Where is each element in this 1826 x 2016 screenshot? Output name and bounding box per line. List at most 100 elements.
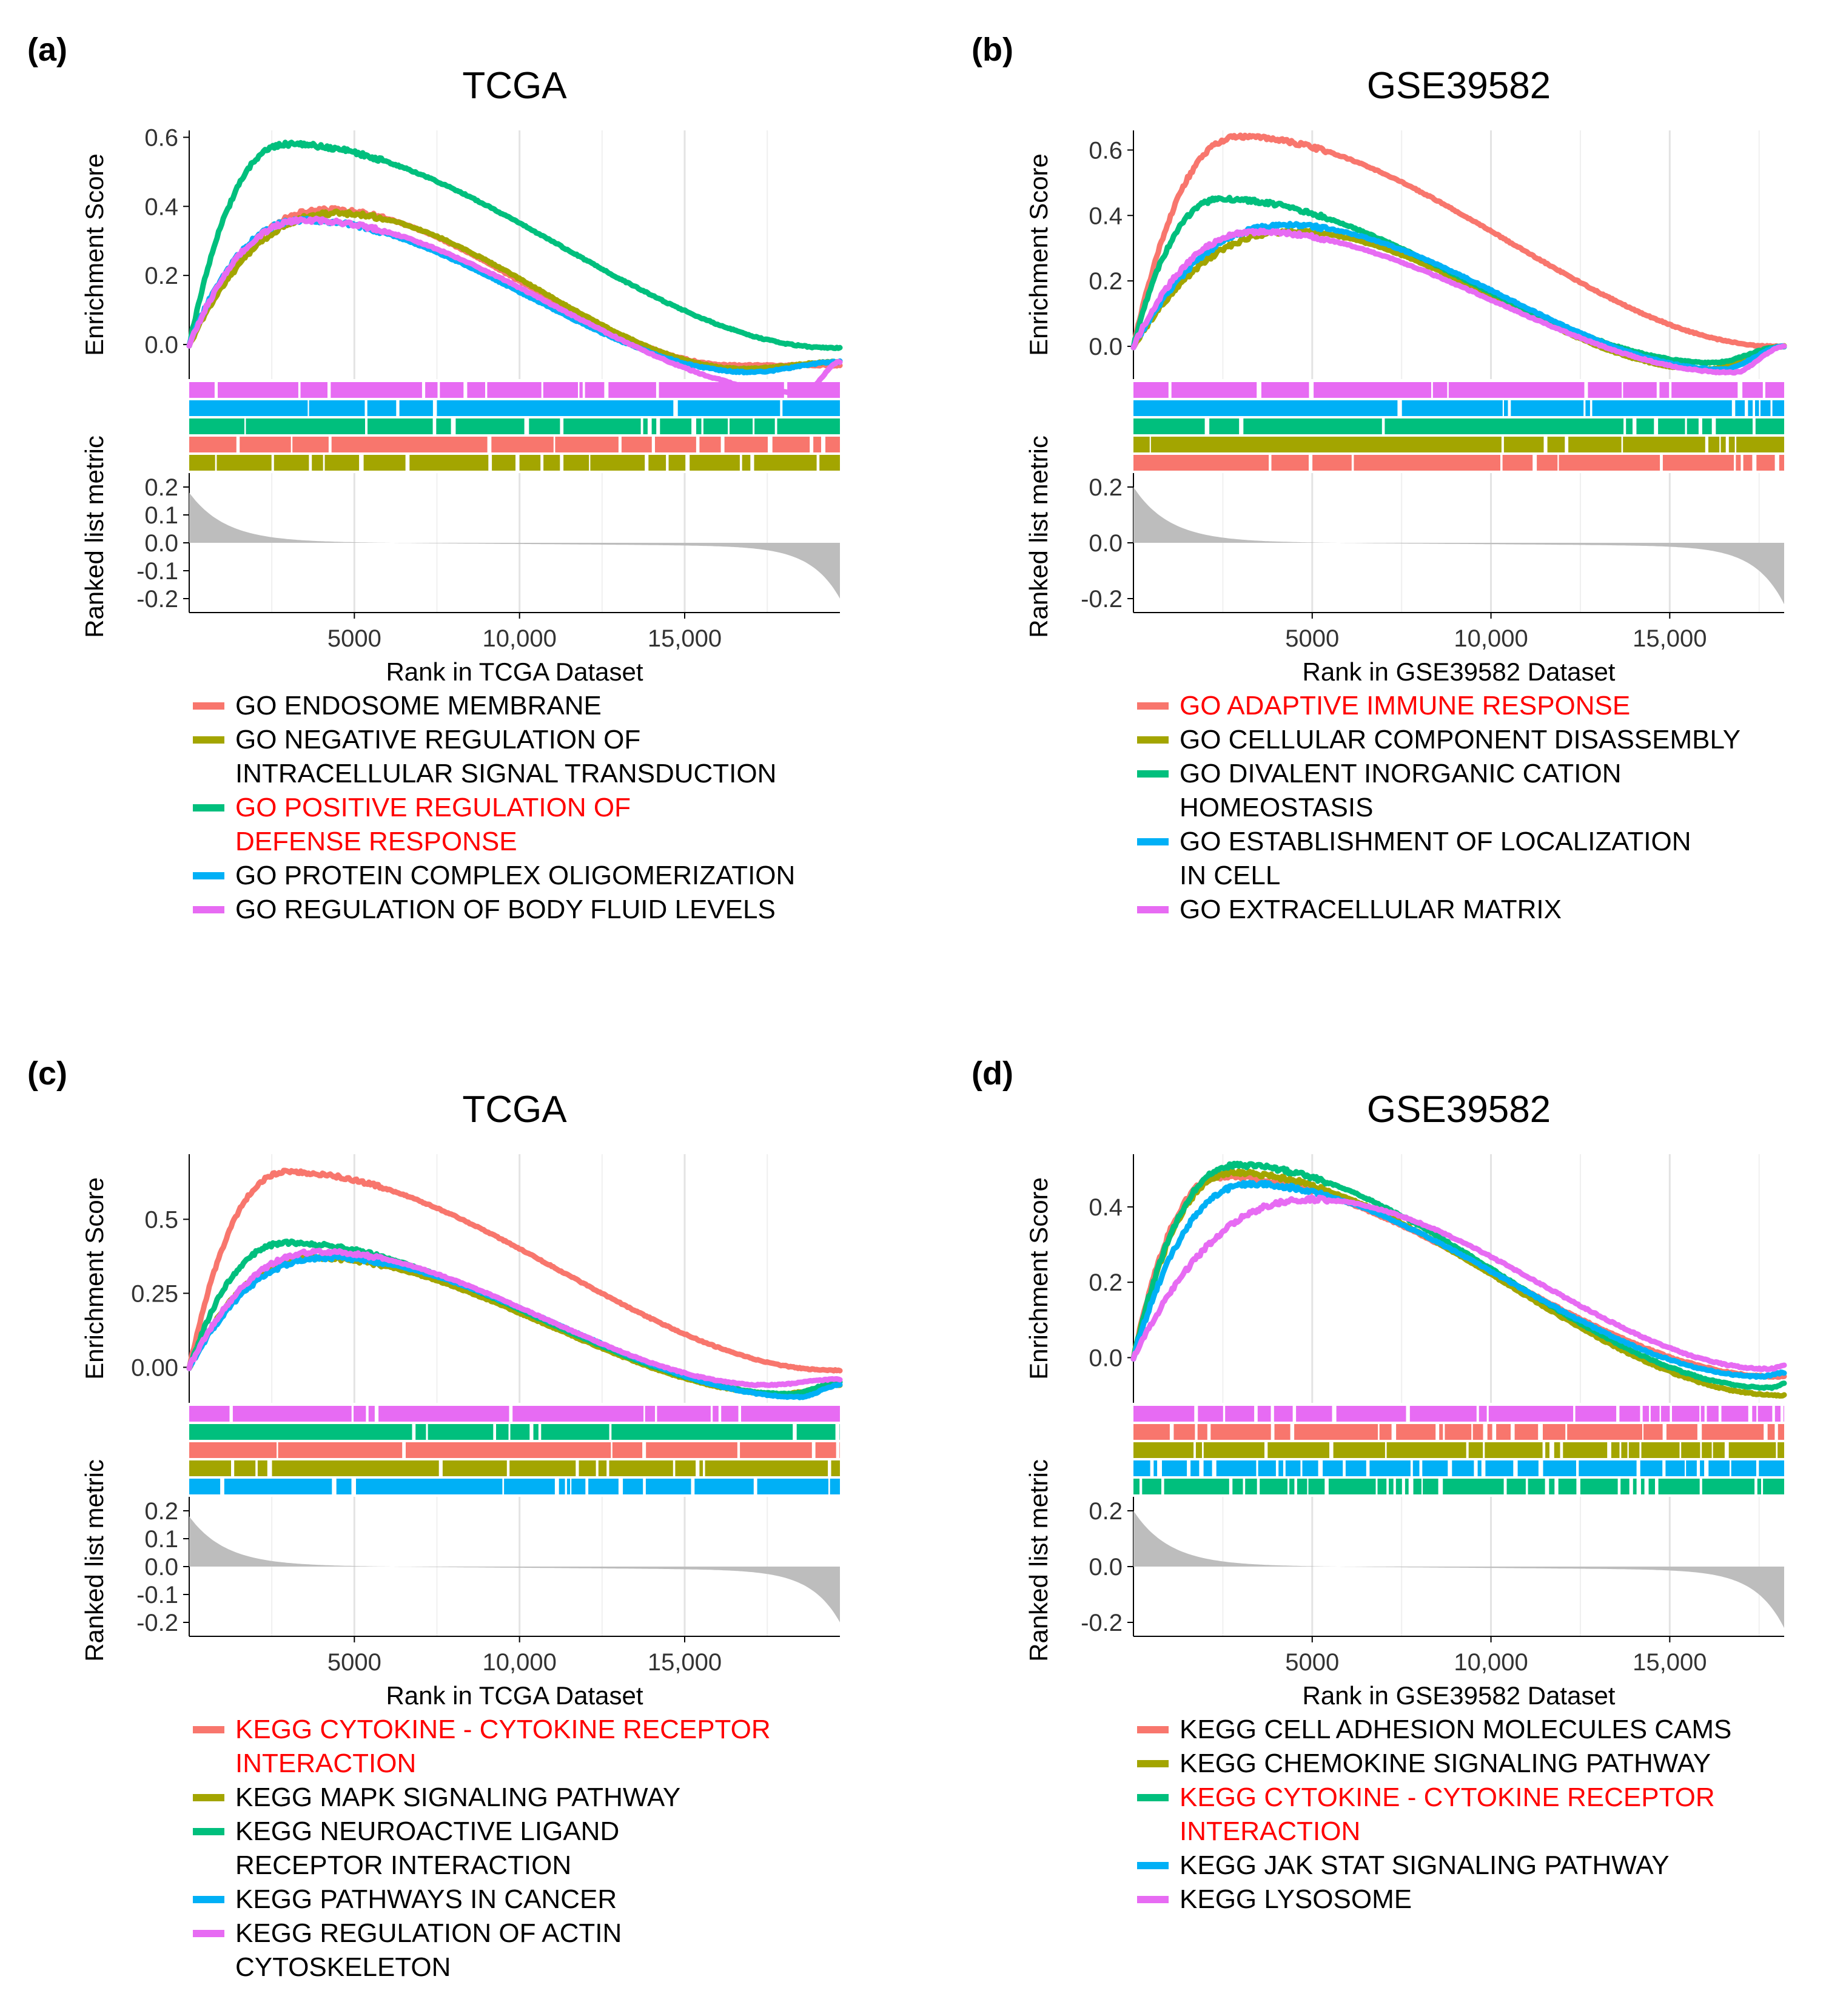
- barcode-gap-red-0: [1169, 1424, 1174, 1440]
- barcode-gap-red-2: [611, 1442, 613, 1458]
- barcode-gap-red-8: [720, 437, 725, 452]
- legend-label: CYTOSKELETON: [235, 1952, 451, 1982]
- legend-label: HOMEOSTASIS: [1180, 793, 1373, 822]
- panel-label: (a): [27, 32, 67, 68]
- barcode-gap-red-5: [811, 1442, 816, 1458]
- rank-y-tick-label: -0.1: [136, 1582, 178, 1608]
- barcode-gap-blue-4: [1212, 1460, 1217, 1476]
- barcode-gap-olive-14: [739, 455, 742, 471]
- barcode-gap-pink-2: [366, 1406, 369, 1422]
- barcode-gap-blue-3: [432, 400, 437, 416]
- ranked-list-metric-area: [1133, 487, 1784, 605]
- barcode-gap-blue-8: [1759, 400, 1761, 416]
- barcode-gap-green-3: [1623, 418, 1626, 434]
- barcode-gap-olive-0: [215, 455, 217, 471]
- barcode-gap-pink-0: [214, 382, 218, 398]
- barcode-gap-green-25: [1655, 1479, 1659, 1494]
- legend-label: GO NEGATIVE REGULATION OF: [235, 725, 640, 754]
- barcode-gap-green-26: [1699, 1479, 1702, 1494]
- barcode-gap-olive-1: [1501, 437, 1504, 452]
- barcode-gap-blue-6: [1745, 400, 1748, 416]
- es-y-axis-label: Enrichment Score: [1024, 1177, 1053, 1380]
- barcode-gap-green-17: [1525, 1479, 1528, 1494]
- barcode-gap-blue-1: [1157, 1460, 1162, 1476]
- barcode-gap-pink-1: [1257, 382, 1261, 398]
- barcode-gap-pink-5: [643, 1406, 645, 1422]
- barcode-gap-red-5: [1378, 1424, 1380, 1440]
- legend-label: GO CELLULAR COMPONENT DISASSEMBLY: [1180, 725, 1740, 754]
- barcode-gap-olive-3: [323, 455, 325, 471]
- barcode-gap-pink-6: [655, 1406, 657, 1422]
- barcode-gap-blue-13: [1419, 1460, 1423, 1476]
- barcode-gap-red-7: [1734, 455, 1736, 471]
- barcode-gap-red-9: [1752, 455, 1757, 471]
- barcode-gap-green-8: [835, 1424, 840, 1440]
- barcode-gap-green-7: [1698, 418, 1702, 434]
- barcode-gap-olive-9: [560, 455, 564, 471]
- barcode-gap-green-4: [529, 1424, 534, 1440]
- barcode-gap-green-8: [656, 418, 660, 434]
- legend-label: GO DIVALENT INORGANIC CATION: [1180, 759, 1622, 788]
- barcode-gap-red-16: [1662, 1424, 1667, 1440]
- barcode-gap-blue-20: [1636, 1460, 1640, 1476]
- barcode-gap-olive-13: [685, 455, 690, 471]
- barcode-gap-red-6: [1660, 455, 1663, 471]
- barcode-gap-olive-4: [1621, 437, 1623, 452]
- es-y-tick-label: 0.5: [144, 1206, 178, 1233]
- es-curve-olive: [1130, 227, 1787, 373]
- barcode-gap-green-28: [1761, 1479, 1764, 1494]
- barcode-row-pink: [1133, 1406, 1784, 1422]
- barcode-gap-olive-6: [488, 455, 492, 471]
- legend-label: KEGG CELL ADHESION MOLECULES CAMS: [1180, 1715, 1731, 1744]
- barcode-row-red: [189, 1442, 840, 1458]
- rank-y-tick-label: 0.1: [144, 1526, 178, 1553]
- barcode-gap-green-5: [560, 418, 564, 434]
- barcode-gap-pink-6: [1406, 1406, 1410, 1422]
- barcode-gap-pink-6: [485, 382, 488, 398]
- barcode-gap-blue-3: [1199, 1460, 1204, 1476]
- barcode-gap-olive-3: [438, 1460, 443, 1476]
- barcode-gap-olive-3: [1565, 437, 1569, 452]
- barcode-gap-olive-8: [1734, 437, 1737, 452]
- barcode-gap-blue-2: [1187, 1460, 1191, 1476]
- barcode-gap-green-3: [1243, 1479, 1246, 1494]
- barcode-gap-blue-5: [1256, 1460, 1258, 1476]
- barcode-gap-olive-11: [1619, 1442, 1622, 1458]
- barcode-gap-red-0: [1269, 455, 1272, 471]
- barcode-gap-olive-4: [1385, 1442, 1387, 1458]
- barcode-gap-olive-11: [645, 455, 649, 471]
- barcode-gap-olive-2: [1543, 437, 1548, 452]
- es-curve-green: [1130, 1160, 1787, 1391]
- barcode-gap-pink-11: [656, 382, 659, 398]
- es-curve-pink: [186, 215, 843, 397]
- barcode-gap-green-1: [1161, 1479, 1164, 1494]
- barcode-gap-green-11: [728, 418, 730, 434]
- barcode-gap-pink-15: [1699, 1406, 1701, 1422]
- barcode-gap-red-17: [1697, 1424, 1702, 1440]
- barcode-gap-red-8: [1443, 1424, 1445, 1440]
- barcode-row-red: [1133, 455, 1784, 471]
- barcode-gap-pink-10: [1616, 1406, 1620, 1422]
- es-curve-olive: [186, 1253, 843, 1397]
- barcode-row-red: [189, 437, 840, 452]
- barcode-gap-olive-7: [1542, 1442, 1546, 1458]
- barcode-gap-olive-2: [267, 1460, 272, 1476]
- barcode-gap-olive-7: [515, 455, 520, 471]
- barcode-gap-green-1: [426, 1424, 428, 1440]
- panel-b: (b) GSE39582 0.0 0.2 0.4 0.6 0.2 0.0 -0.2 5000 10,…: [972, 32, 1787, 924]
- barcode-gap-pink-3: [1431, 382, 1433, 398]
- barcode-gap-olive-5: [405, 455, 410, 471]
- barcode-gap-pink-9: [582, 382, 585, 398]
- barcode-gap-blue-16: [1481, 1460, 1486, 1476]
- barcode-gap-red-0: [236, 437, 240, 452]
- barcode-gap-pink-10: [1762, 382, 1765, 398]
- es-curve-red: [1130, 132, 1787, 351]
- rank-y-tick-label: 0.0: [144, 1554, 178, 1581]
- barcode-gap-green-4: [524, 418, 529, 434]
- barcode-gap-red-1: [1195, 1424, 1198, 1440]
- barcode-gap-red-4: [1532, 455, 1537, 471]
- es-y-tick-label: 0.4: [1089, 203, 1123, 229]
- legend-label: KEGG JAK STAT SIGNALING PATHWAY: [1180, 1850, 1670, 1880]
- barcode-gap-pink-13: [1659, 1406, 1661, 1422]
- barcode-gap-olive-10: [703, 1460, 705, 1476]
